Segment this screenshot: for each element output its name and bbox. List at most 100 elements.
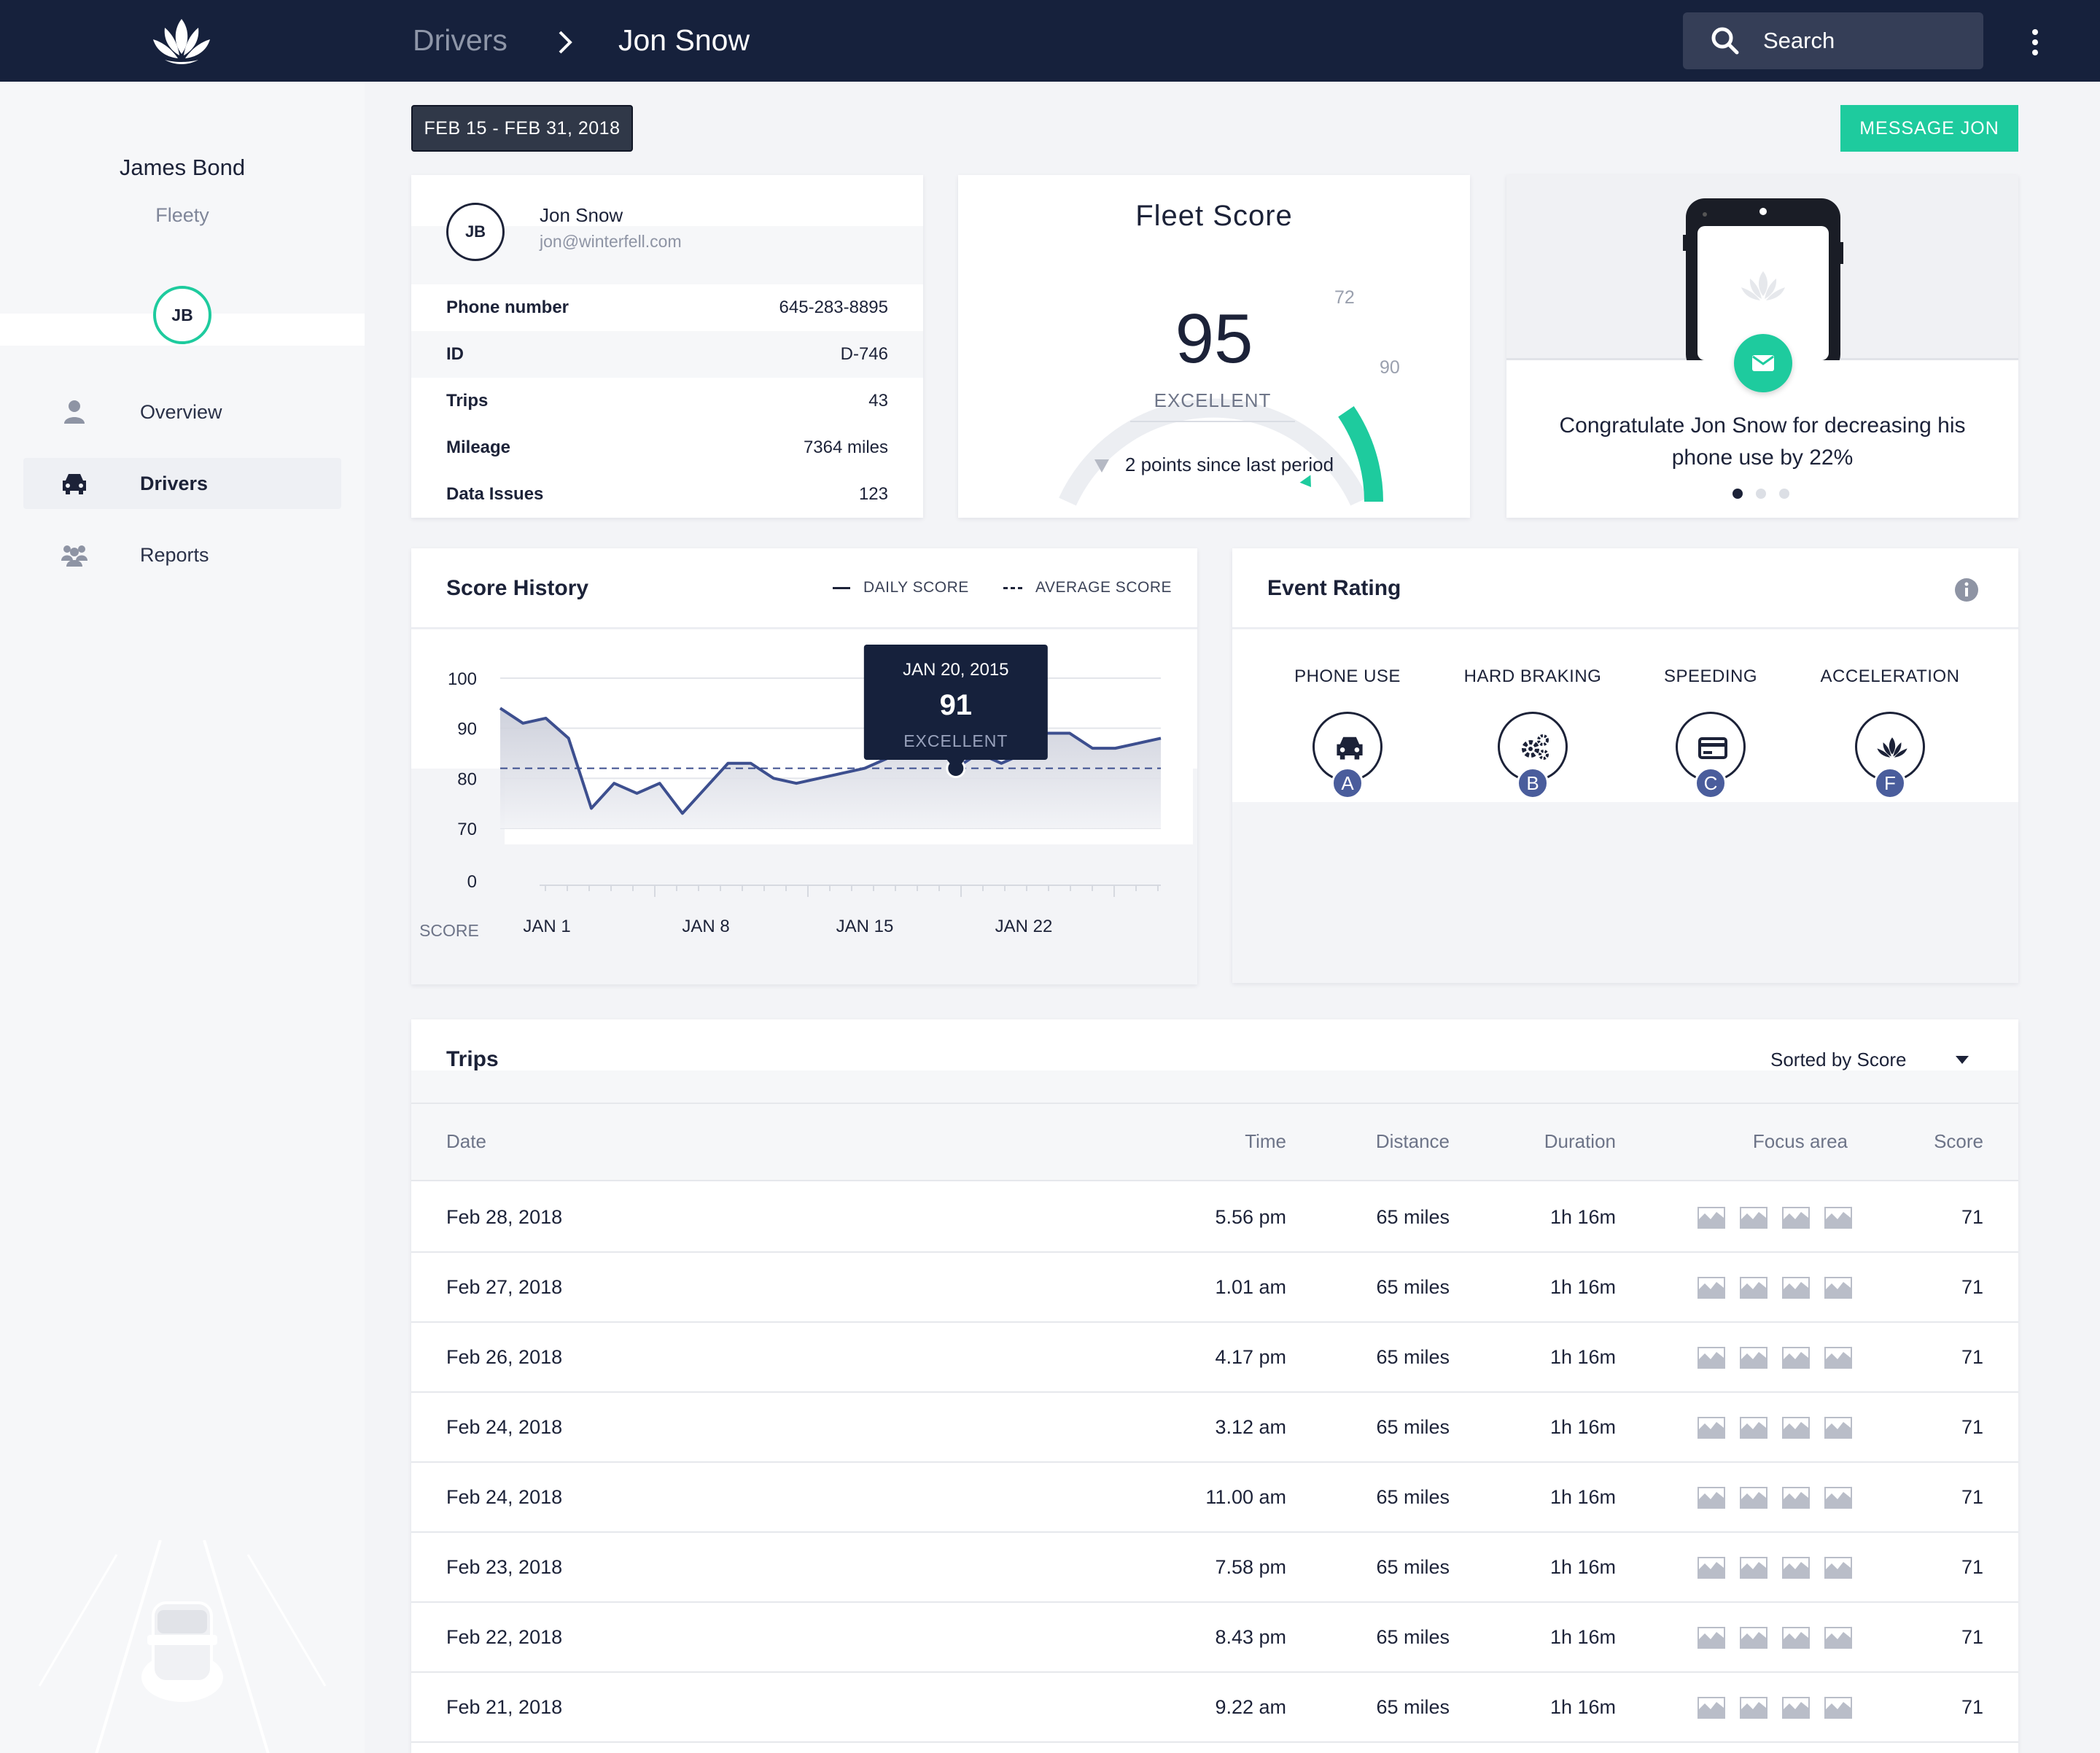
table-row[interactable]: Feb 22, 2018 8.43 pm 65 miles 1h 16m 71 (411, 1603, 2018, 1673)
event-label: ACCELERATION (1820, 666, 1960, 686)
area-chart-icon (1698, 1207, 1725, 1229)
area-chart-icon (1824, 1487, 1852, 1509)
gauge-tick-low: 72 (1334, 287, 1355, 308)
trip-date: Feb 24, 2018 (446, 1416, 563, 1438)
trip-duration: 1h 16m (1549, 1416, 1616, 1438)
event-acceleration[interactable]: ACCELERATION F (1802, 666, 1978, 799)
field-value: 7364 miles (803, 438, 888, 457)
area-chart-icon (1698, 1277, 1725, 1299)
area-chart-icon (1740, 1347, 1768, 1369)
table-row[interactable]: Feb 24, 2018 3.12 am 65 miles 1h 16m 71 (411, 1393, 2018, 1463)
y-tick-label: 0 (467, 872, 477, 892)
tooltip-value: 91 (940, 689, 973, 721)
event-label: PHONE USE (1294, 666, 1401, 686)
chevron-right-icon (559, 31, 572, 54)
trip-duration: 1h 16m (1549, 1346, 1616, 1368)
table-row[interactable]: Feb 26, 2018 4.17 pm 65 miles 1h 16m 71 (411, 1323, 2018, 1393)
gears-icon (1522, 734, 1549, 760)
area-chart-icon (1740, 1207, 1768, 1229)
score-history-chart[interactable]: 100 90 80 70 0 JAN 1 JAN 8 JAN 15 JAN 22 SCORE JAN… (411, 630, 1197, 984)
daily-score-area (500, 708, 1161, 828)
area-chart-icon (1782, 1347, 1810, 1369)
trip-duration: 1h 16m (1549, 1696, 1616, 1718)
y-axis-label: SCORE (419, 921, 479, 940)
trips-table-header: Date Time Distance Duration Focus area S… (411, 1103, 2018, 1181)
field-label: ID (446, 344, 464, 364)
fleet-score-value: 95 (1175, 300, 1253, 378)
column-header-distance[interactable]: Distance (1375, 1130, 1450, 1152)
driver-email[interactable]: jon@winterfell.com (540, 232, 682, 251)
search-icon (1711, 27, 1739, 55)
driver-field-row: Data Issues 123 (411, 471, 923, 518)
trip-distance: 65 miles (1376, 1276, 1450, 1298)
table-row[interactable]: Feb 27, 2018 1.01 am 65 miles 1h 16m 71 (411, 1253, 2018, 1323)
carousel-dot[interactable] (1779, 489, 1789, 499)
event-phone-use[interactable]: PHONE USE A (1260, 666, 1435, 799)
carousel-dot[interactable] (1756, 489, 1766, 499)
car-icon (1337, 736, 1363, 760)
info-icon[interactable] (1954, 578, 1979, 602)
event-speeding[interactable]: SPEEDING C (1623, 666, 1798, 799)
trip-time: 5.56 pm (1215, 1206, 1286, 1228)
message-driver-button[interactable]: MESSAGE JON (1840, 105, 2018, 152)
sidebar-avatar[interactable]: JB (153, 286, 211, 344)
area-chart-icon (1824, 1557, 1852, 1579)
trips-header-band (411, 1070, 2018, 1103)
x-tick-label: JAN 15 (836, 917, 894, 936)
area-chart-icon (1824, 1277, 1852, 1299)
message-badge[interactable] (1734, 334, 1792, 392)
search-box[interactable] (1683, 12, 1983, 69)
event-hard-braking[interactable]: HARD BRAKING B (1445, 666, 1620, 799)
event-grade-badge: F (1874, 767, 1906, 799)
driver-field-row: Trips 43 (411, 378, 923, 424)
area-chart-icon (1782, 1417, 1810, 1439)
table-row[interactable]: Feb 21, 2018 9.22 am 65 miles 1h 16m 71 (411, 1673, 2018, 1743)
x-tick-label: JAN 22 (995, 917, 1053, 936)
sidebar-item-reports[interactable]: Reports (23, 529, 341, 580)
caret-down-icon[interactable] (1956, 1056, 1969, 1064)
tooltip-arrow (946, 760, 965, 771)
car-icon (63, 474, 86, 494)
more-vertical-icon[interactable] (2024, 26, 2046, 58)
fleet-score-card: Fleet Score 95 EXCELLENT 72 90 2 points … (958, 175, 1470, 518)
area-chart-icon (1824, 1347, 1852, 1369)
lotus-logo-icon[interactable] (150, 16, 213, 67)
table-row[interactable]: Feb 23, 2018 7.58 pm 65 miles 1h 16m 71 (411, 1533, 2018, 1603)
legend-average-score: AVERAGE SCORE (1003, 579, 1172, 596)
table-row[interactable]: Feb 28, 2018 5.56 pm 65 miles 1h 16m 71 (411, 1183, 2018, 1253)
area-chart-icon (1698, 1627, 1725, 1649)
x-tick-label: JAN 8 (682, 917, 729, 936)
congrats-message: Congratulate Jon Snow for decreasing his… (1559, 413, 1966, 470)
card-icon (1698, 737, 1727, 759)
column-header-focus-area[interactable]: Focus area (1752, 1130, 1848, 1152)
trip-duration: 1h 16m (1549, 1626, 1616, 1648)
area-chart-icon (1740, 1697, 1768, 1719)
trip-time: 8.43 pm (1215, 1626, 1286, 1648)
search-input[interactable] (1763, 23, 1967, 59)
area-chart-icon (1782, 1277, 1810, 1299)
date-range-button[interactable]: FEB 15 - FEB 31, 2018 (411, 105, 633, 152)
phone-illustration-icon (1683, 198, 1843, 360)
sort-select[interactable]: Sorted by Score (1770, 1049, 1907, 1070)
trip-date: Feb 28, 2018 (446, 1206, 563, 1228)
trip-score: 71 (1961, 1696, 1983, 1718)
carousel-dot[interactable] (1732, 489, 1743, 499)
area-chart-icon (1782, 1697, 1810, 1719)
trip-score: 71 (1961, 1276, 1983, 1298)
legend-daily-score: DAILY SCORE (833, 579, 969, 596)
trip-focus-area (1698, 1696, 1852, 1719)
column-header-duration[interactable]: Duration (1544, 1130, 1616, 1152)
breadcrumb-current: Jon Snow (618, 23, 750, 57)
driver-name: Jon Snow (540, 204, 623, 226)
sidebar-item-drivers[interactable]: Drivers (23, 458, 341, 509)
trip-date: Feb 23, 2018 (446, 1556, 563, 1578)
table-row[interactable]: Feb 24, 2018 11.00 am 65 miles 1h 16m 71 (411, 1463, 2018, 1533)
column-header-date[interactable]: Date (446, 1130, 486, 1152)
column-header-time[interactable]: Time (1245, 1130, 1286, 1152)
sidebar-item-overview[interactable]: Overview (23, 386, 341, 438)
field-label: Data Issues (446, 484, 544, 504)
breadcrumb-drivers[interactable]: Drivers (413, 23, 508, 57)
gauge-marker-icon (1299, 475, 1311, 487)
solid-line-icon (833, 586, 850, 589)
column-header-score[interactable]: Score (1934, 1130, 1983, 1152)
